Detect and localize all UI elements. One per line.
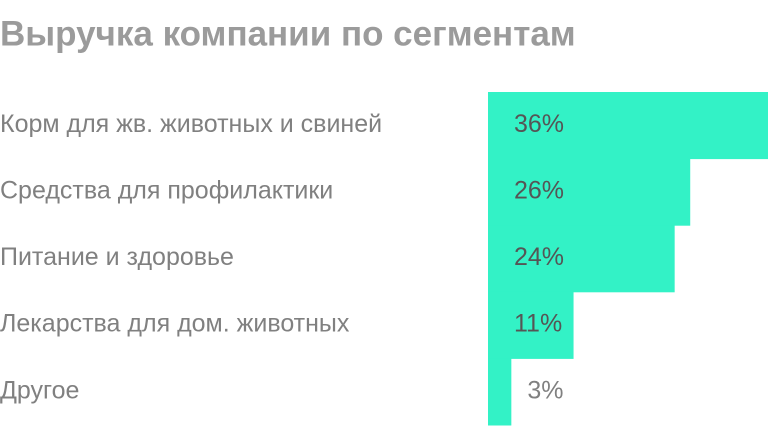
bar: [488, 158, 691, 226]
bar: [488, 358, 512, 426]
value-label: 3%: [527, 376, 563, 404]
chart-title: Выручка компании по сегментам: [0, 14, 576, 53]
category-label: Другое: [0, 376, 79, 404]
value-label: 26%: [514, 177, 564, 205]
bar: [488, 92, 768, 160]
value-label: 11%: [514, 310, 562, 338]
value-label: 36%: [514, 110, 564, 138]
category-label: Корм для жв. животных и свиней: [0, 110, 382, 138]
category-label: Питание и здоровье: [0, 243, 234, 271]
category-label: Средства для профилактики: [0, 177, 333, 205]
bar: [488, 225, 675, 293]
value-label: 24%: [514, 243, 564, 271]
bar: [488, 291, 574, 359]
category-label: Лекарства для дом. животных: [0, 310, 350, 338]
